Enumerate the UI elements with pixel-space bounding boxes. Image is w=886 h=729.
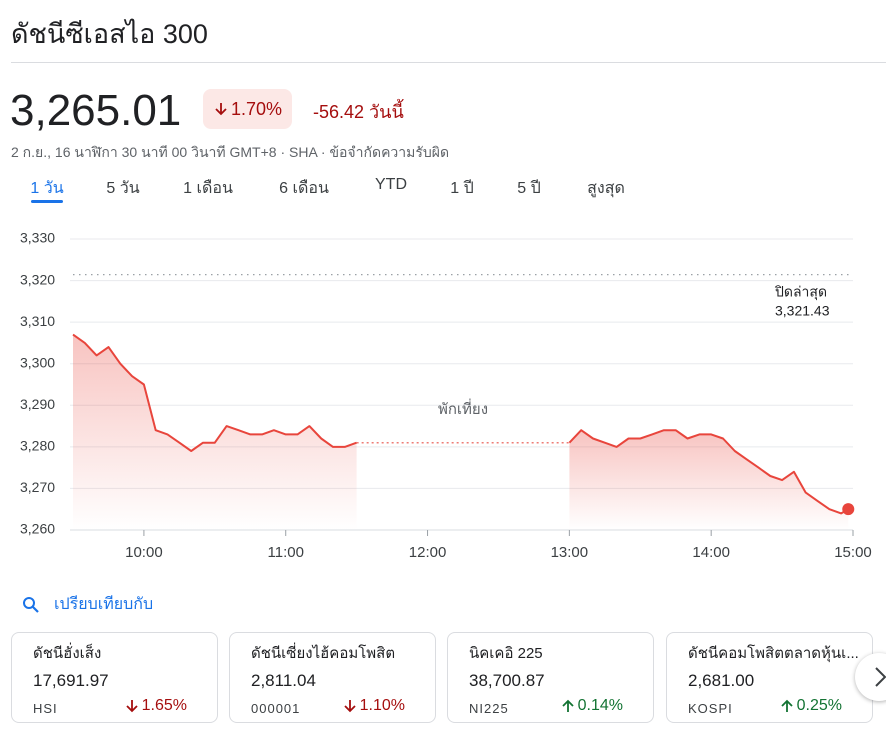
x-tick-label: 13:00 bbox=[551, 544, 589, 561]
arrow-icon bbox=[561, 699, 574, 712]
card-price: 2,681.00 bbox=[688, 671, 755, 690]
price-line bbox=[568, 429, 849, 515]
card-name: นิคเคอิ 225 bbox=[469, 645, 543, 662]
compare-card[interactable]: ดัชนีเซี่ยงไฮ้คอมโพสิต 2,811.04 000001 1.10… bbox=[229, 632, 436, 723]
previous-close-value: 3,321.43 bbox=[775, 302, 830, 318]
compare-title: เปรียบเทียบกับ bbox=[54, 596, 154, 613]
price-line bbox=[72, 333, 357, 452]
x-tick-label: 14:00 bbox=[692, 544, 730, 561]
arrow-icon bbox=[343, 700, 356, 713]
arrow-icon bbox=[215, 103, 227, 116]
next-button[interactable] bbox=[855, 653, 886, 701]
quote-info: 2 ก.ย., 16 นาฬิกา 30 นาที 00 วินาที GMT+… bbox=[11, 144, 450, 160]
y-tick-label: 3,260 bbox=[20, 521, 55, 537]
card-change-value: 1.65% bbox=[141, 697, 187, 714]
change-value: -56.42 วันนี้ bbox=[313, 102, 404, 122]
range-tab[interactable]: 1 ปี bbox=[450, 180, 474, 197]
y-tick-label: 3,310 bbox=[20, 313, 55, 329]
previous-close-title: ปิดล่าสุด bbox=[775, 283, 828, 300]
y-tick-label: 3,320 bbox=[20, 271, 55, 287]
range-tab[interactable]: สูงสุด bbox=[587, 180, 625, 197]
arrow-icon bbox=[780, 699, 793, 712]
card-price: 2,811.04 bbox=[251, 671, 316, 690]
chevron-icon bbox=[875, 667, 886, 687]
search-icon bbox=[23, 596, 39, 613]
y-tick-label: 3,330 bbox=[20, 230, 55, 246]
y-tick-label: 3,280 bbox=[20, 438, 55, 454]
range-tab[interactable]: YTD bbox=[375, 176, 407, 193]
change-badge: 1.70% bbox=[203, 89, 293, 129]
card-change: 0.25% bbox=[779, 697, 842, 715]
y-tick-label: 3,290 bbox=[20, 396, 55, 412]
card-change: 1.65% bbox=[124, 697, 187, 715]
range-tab[interactable]: 5 ปี bbox=[517, 180, 541, 197]
compare-card[interactable]: ดัชนีฮั่งเส็ง 17,691.97 HSI 1.65% bbox=[11, 632, 218, 723]
y-tick-label: 3,300 bbox=[20, 354, 55, 370]
tab-underline bbox=[31, 200, 63, 203]
x-tick-label: 11:00 bbox=[268, 544, 304, 561]
range-tab[interactable]: 1 เดือน bbox=[183, 180, 233, 197]
x-tick-label: 10:00 bbox=[125, 544, 163, 561]
price-area bbox=[73, 334, 357, 530]
last-point bbox=[842, 503, 855, 516]
card-change: 1.10% bbox=[342, 697, 405, 715]
card-symbol: KOSPI bbox=[688, 701, 733, 716]
card-price: 17,691.97 bbox=[33, 671, 109, 690]
compare-link[interactable]: เปรียบเทียบกับ bbox=[22, 592, 153, 617]
change-percent: 1.70% bbox=[231, 98, 283, 119]
card-change-value: 0.14% bbox=[577, 697, 623, 714]
card-name: ดัชนีฮั่งเส็ง bbox=[33, 645, 102, 662]
annotation: พักเที่ยง bbox=[438, 398, 488, 418]
card-symbol: HSI bbox=[33, 701, 58, 716]
range-tab[interactable]: 5 วัน bbox=[106, 180, 140, 197]
x-tick-label: 12:00 bbox=[409, 544, 447, 561]
x-tick-label: 15:00 bbox=[834, 544, 872, 561]
card-price: 38,700.87 bbox=[469, 671, 545, 690]
card-change: 0.14% bbox=[560, 697, 623, 715]
y-tick-label: 3,270 bbox=[20, 479, 55, 495]
card-name: ดัชนีเซี่ยงไฮ้คอมโพสิต bbox=[251, 645, 396, 662]
card-symbol: NI225 bbox=[469, 701, 509, 716]
range-tab[interactable]: 1 วัน bbox=[30, 180, 64, 197]
card-symbol: 000001 bbox=[251, 701, 301, 716]
card-change-value: 0.25% bbox=[796, 697, 842, 714]
card-change-value: 1.10% bbox=[359, 697, 405, 714]
page-title: ดัชนีซีเอสไอ 300 bbox=[11, 19, 208, 49]
price-area bbox=[569, 430, 849, 530]
card-name: ดัชนีคอมโพสิตตลาดหุ้นเ... bbox=[688, 645, 859, 662]
divider bbox=[11, 62, 886, 63]
arrow-icon bbox=[125, 700, 138, 713]
range-tab[interactable]: 6 เดือน bbox=[279, 180, 329, 197]
price: 3,265.01 bbox=[10, 86, 182, 135]
compare-card[interactable]: นิคเคอิ 225 38,700.87 NI225 0.14% bbox=[447, 632, 654, 723]
compare-card[interactable]: ดัชนีคอมโพสิตตลาดหุ้นเ... 2,681.00 KOSPI 0.… bbox=[666, 632, 873, 723]
